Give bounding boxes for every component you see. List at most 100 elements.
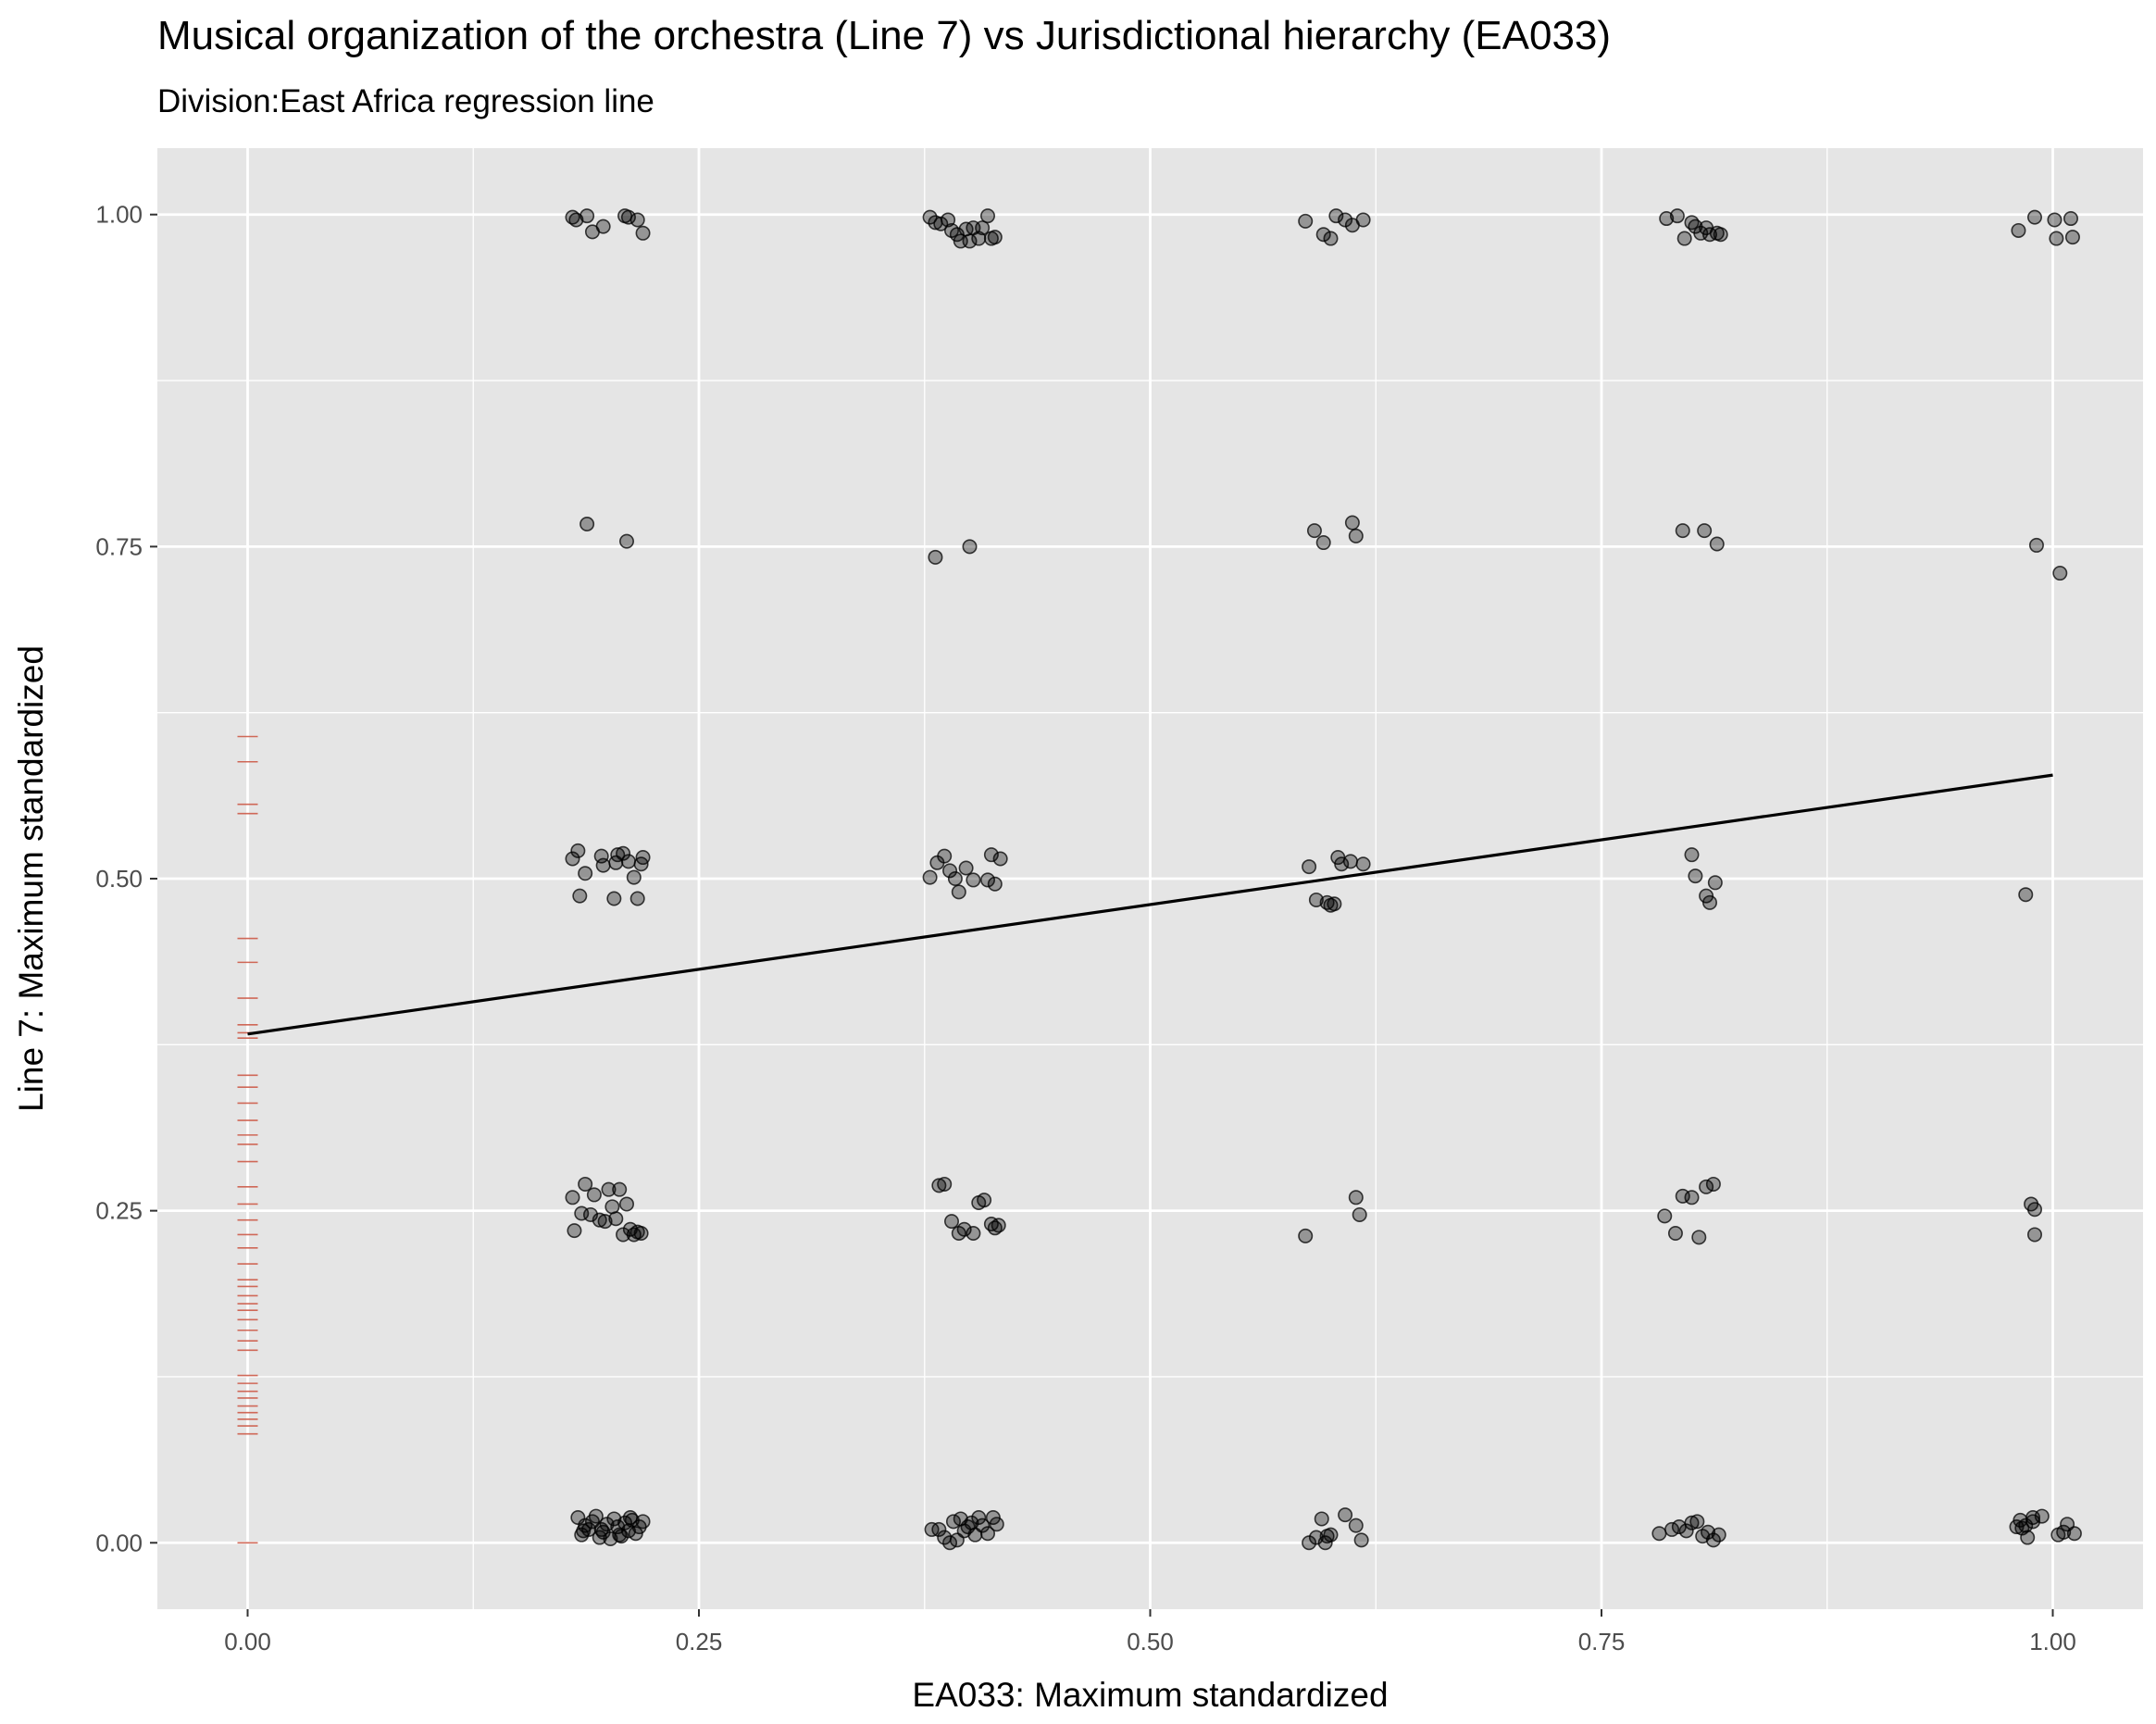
data-point	[1342, 854, 1358, 869]
data-point	[983, 847, 999, 863]
chart-subtitle: Division:East Africa regression line	[157, 83, 654, 119]
data-point	[1667, 1226, 1683, 1242]
data-point	[570, 843, 586, 858]
data-point	[1702, 894, 1718, 910]
data-point	[616, 845, 631, 861]
data-point	[592, 1212, 607, 1228]
data-point	[1651, 1526, 1667, 1542]
data-point	[1327, 896, 1342, 912]
data-point	[2052, 566, 2068, 581]
data-point	[1689, 1514, 1705, 1530]
data-point	[1684, 847, 1700, 863]
data-point	[931, 1521, 947, 1537]
data-point	[580, 516, 595, 531]
regression-line-group	[247, 773, 2053, 1036]
data-point	[1317, 1535, 1333, 1551]
data-point	[942, 863, 958, 879]
data-point	[1352, 1206, 1367, 1222]
data-point	[977, 1193, 992, 1208]
data-point	[618, 533, 634, 549]
data-point	[1306, 523, 1322, 539]
data-point	[2064, 230, 2080, 245]
data-point	[588, 1508, 604, 1524]
data-point	[620, 209, 636, 225]
grid	[157, 148, 2143, 1609]
data-point	[1657, 1208, 1673, 1224]
data-point	[2011, 222, 2026, 238]
data-point	[956, 1221, 972, 1237]
data-point	[2027, 1202, 2043, 1218]
data-point	[633, 1226, 649, 1242]
data-point	[612, 1527, 628, 1543]
data-point	[1684, 1190, 1700, 1206]
data-point	[962, 233, 978, 249]
data-point	[586, 1187, 602, 1203]
data-point	[565, 1190, 580, 1206]
data-point	[620, 854, 636, 869]
data-point	[2020, 1530, 2036, 1545]
data-point	[2066, 1526, 2082, 1542]
data-point	[618, 1196, 634, 1212]
data-point	[2063, 211, 2079, 227]
data-point	[1314, 1511, 1329, 1527]
data-point	[568, 212, 584, 228]
chart-title: Musical organization of the orchestra (L…	[157, 13, 1612, 58]
data-point	[962, 539, 978, 555]
data-point	[1348, 1518, 1364, 1533]
y-tick-label: 0.50	[95, 865, 143, 893]
data-point	[1353, 1532, 1369, 1548]
data-point	[980, 872, 996, 888]
data-point	[991, 1218, 1006, 1233]
data-point	[1678, 1523, 1694, 1539]
data-point	[1323, 1527, 1339, 1543]
data-point	[565, 851, 580, 867]
data-point	[1355, 212, 1371, 228]
data-point	[2047, 212, 2063, 228]
data-point	[922, 209, 938, 225]
x-axis-title: EA033: Maximum standardized	[912, 1676, 1388, 1714]
data-point	[603, 1530, 618, 1546]
data-point	[980, 1526, 996, 1542]
x-tick-label: 0.50	[1127, 1628, 1174, 1655]
data-point	[992, 851, 1008, 867]
data-point	[1308, 892, 1324, 907]
data-point	[933, 216, 949, 231]
data-point	[567, 1223, 582, 1239]
data-point	[1298, 213, 1314, 229]
data-point	[626, 869, 642, 885]
data-point	[608, 1211, 624, 1227]
data-point	[1701, 1524, 1716, 1540]
data-point	[1323, 231, 1339, 246]
data-point	[1330, 850, 1346, 866]
data-point	[635, 225, 651, 241]
data-point	[2056, 1524, 2072, 1540]
y-tick-label: 0.25	[95, 1197, 143, 1225]
data-point	[1348, 1190, 1364, 1206]
data-point	[980, 208, 996, 224]
data-point	[1315, 227, 1331, 243]
data-point	[975, 1518, 991, 1533]
data-point	[580, 208, 595, 224]
x-tick-label: 0.25	[676, 1628, 723, 1655]
regression-line	[247, 773, 2053, 1036]
y-tick-label: 0.75	[95, 532, 143, 560]
data-point	[1298, 1228, 1314, 1243]
y-tick-label: 0.00	[95, 1529, 143, 1556]
data-point	[578, 1176, 593, 1192]
data-points	[565, 208, 2082, 1551]
data-point	[989, 1517, 1004, 1532]
data-point	[958, 860, 974, 876]
axes: 0.00 0.25 0.50 0.75 1.00 0.00 0.25 0.50 0.75 1.00	[95, 201, 2075, 1655]
data-point	[612, 1181, 628, 1197]
rug	[237, 735, 258, 1544]
data-point	[928, 549, 943, 565]
data-point	[922, 869, 938, 885]
data-point	[1688, 868, 1703, 884]
data-point	[629, 212, 645, 228]
data-point	[1707, 875, 1723, 891]
x-tick-label: 1.00	[2029, 1628, 2076, 1655]
data-point	[2034, 1508, 2050, 1524]
data-point	[951, 884, 966, 900]
data-point	[966, 1226, 981, 1242]
